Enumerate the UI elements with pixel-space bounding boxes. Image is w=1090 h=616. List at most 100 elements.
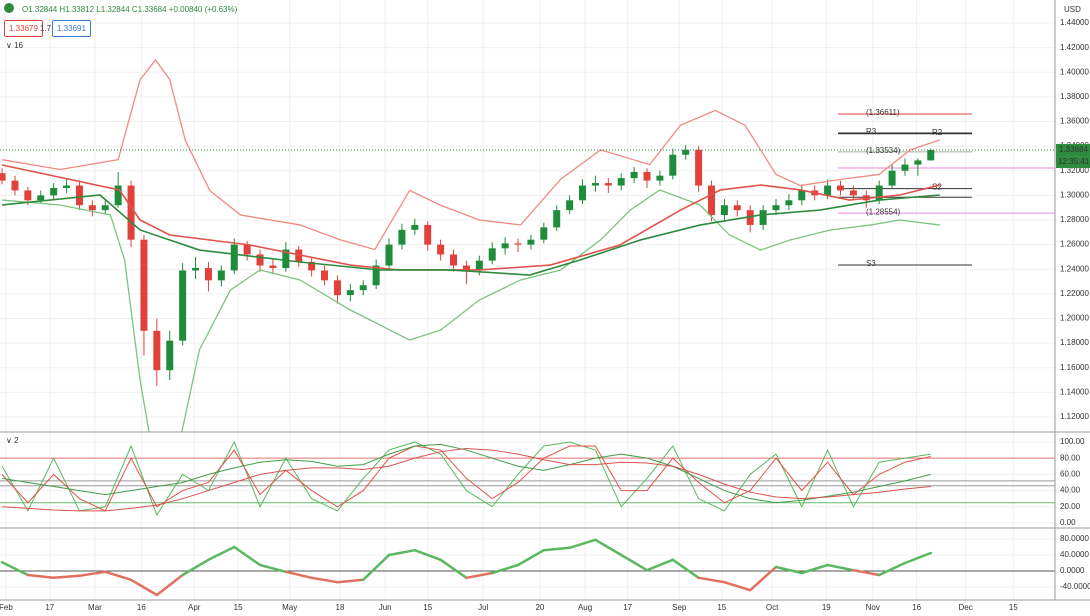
candle-body [166, 340, 174, 371]
timer-label: 12:35:41 [1058, 157, 1090, 166]
oscillator-line [1, 443, 931, 504]
y-tick-label: 1.42000 [1060, 43, 1089, 52]
candle-body [333, 280, 341, 296]
y-tick-label: 40.00 [1060, 486, 1081, 495]
candle-body [553, 210, 561, 228]
candle-body [321, 270, 329, 281]
candle-body [346, 290, 354, 296]
x-tick-label: Dec [958, 603, 972, 612]
panel: (1.36611) R3 R2 (1.33534) S2 (1.28554) S3 [0, 22, 1055, 432]
oscillator-line [2, 447, 931, 512]
candle-body [243, 244, 251, 255]
candle-body [669, 154, 677, 176]
candle-body [656, 175, 664, 181]
momentum-segment [748, 565, 778, 592]
candle-body [643, 171, 651, 181]
y-tick-label: 20.00 [1060, 502, 1081, 511]
symbol-icon[interactable] [4, 3, 14, 13]
candle-body [0, 173, 6, 181]
candle-body [308, 261, 316, 271]
x-tick-label: May [282, 603, 297, 612]
candle-body [462, 265, 470, 271]
momentum-segment [490, 563, 520, 575]
timer-box [1056, 156, 1090, 169]
buy-price[interactable]: 1.33691 [52, 20, 91, 37]
momentum-segment [542, 546, 571, 552]
candle-body [733, 205, 741, 211]
y-tick-label: 1.28000 [1060, 215, 1089, 224]
x-tick-label: Feb [0, 603, 13, 612]
level-label: (1.33534) [866, 146, 901, 155]
x-tick-label: 15 [234, 603, 243, 612]
x-tick-label: Nov [866, 603, 880, 612]
candle-body [682, 149, 690, 155]
candle-body [37, 195, 45, 201]
momentum-segment [155, 573, 184, 597]
y-tick-label: 1.18000 [1060, 338, 1089, 347]
y-tick-label: 1.40000 [1060, 67, 1089, 76]
candle-body [927, 150, 935, 161]
candle-body [772, 205, 780, 211]
spread: 1.7 [40, 24, 52, 33]
momentum-segment [826, 563, 855, 572]
x-tick-label: Jun [379, 603, 392, 612]
x-tick-label: Apr [188, 603, 201, 612]
momentum-segment [0, 560, 30, 577]
candle-body [153, 330, 161, 371]
momentum-segment [104, 570, 133, 582]
candle-body [179, 270, 187, 341]
x-tick-label: 15 [717, 603, 726, 612]
momentum-segment [671, 558, 700, 580]
candle-body [217, 270, 225, 281]
momentum-segment [800, 563, 829, 575]
candle-body [617, 178, 625, 186]
candle-body [901, 164, 909, 171]
candle-body [398, 229, 406, 245]
candle-body [785, 200, 793, 206]
indicator-toggle[interactable]: ∨ 16 [6, 41, 23, 50]
candle-body [475, 260, 483, 271]
stoch-label: 2 [14, 436, 19, 445]
last-price-label: 1.33684 [1059, 145, 1088, 154]
x-tick-label: 15 [423, 603, 432, 612]
candle-body [527, 239, 535, 245]
candle-body [359, 285, 367, 291]
candle-body [579, 185, 587, 201]
level-label: S2 [932, 183, 942, 192]
momentum-segment [207, 545, 236, 562]
sell-price[interactable]: 1.33679 [4, 20, 43, 37]
x-tick-label: Mar [88, 603, 102, 612]
x-tick-label: 15 [1009, 603, 1018, 612]
level-label: R3 [866, 127, 877, 136]
panel [0, 538, 1055, 597]
momentum-segment [361, 553, 391, 582]
candle-body [424, 224, 432, 245]
candle-body [101, 205, 109, 211]
y-tick-label: 80.00 [1060, 453, 1081, 462]
candle-body [24, 190, 32, 201]
candle-body [514, 243, 522, 245]
momentum-segment [387, 548, 417, 557]
candle-body [63, 185, 71, 188]
y-tick-label: 1.32000 [1060, 166, 1089, 175]
overlay-line [1, 194, 940, 276]
momentum-segment [310, 576, 339, 584]
y-tick-label: 80.0000 [1060, 534, 1089, 543]
stoch-toggle[interactable]: ∨ 2 [6, 436, 19, 445]
y-tick-label: 1.14000 [1060, 387, 1089, 396]
candle-body [282, 249, 290, 269]
y-tick-label: 1.44000 [1060, 18, 1089, 27]
candle-body [385, 244, 393, 266]
oscillator-line [1, 445, 931, 512]
candle-body [204, 268, 212, 281]
y-tick-label: 1.30000 [1060, 190, 1089, 199]
indicator-label: 16 [14, 41, 23, 50]
momentum-segment [258, 563, 288, 574]
candle-body [75, 185, 83, 206]
candle-body [798, 190, 806, 201]
candle-body [256, 254, 264, 266]
momentum-segment [181, 558, 210, 577]
candle-body [295, 249, 303, 262]
oscillator-line [1, 440, 931, 516]
momentum-segment [903, 551, 933, 565]
